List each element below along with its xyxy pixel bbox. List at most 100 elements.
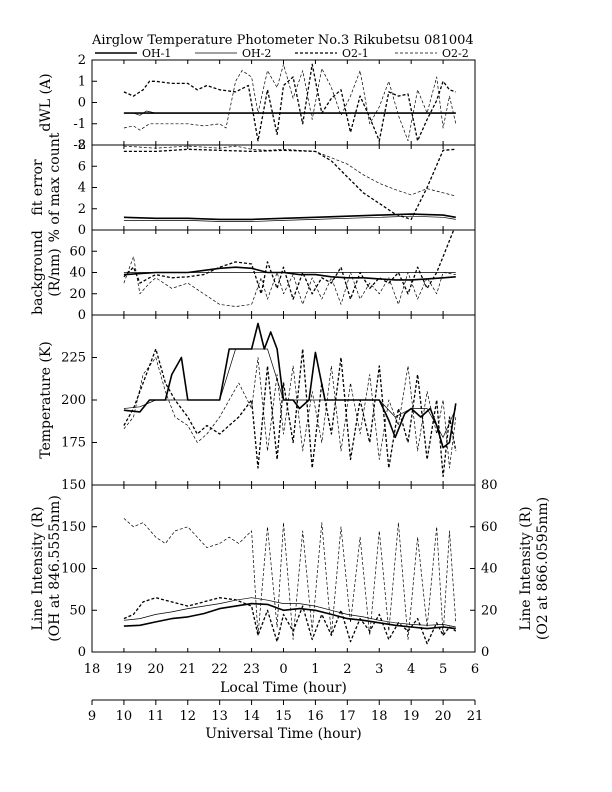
y-tick-label: 0 bbox=[78, 223, 86, 238]
y-axis-label: dWL (A) bbox=[38, 73, 54, 131]
series-dwl-oh-2 bbox=[123, 110, 456, 116]
x-local-tick-label: 20 bbox=[148, 662, 165, 677]
series-bg-o2-2 bbox=[123, 256, 456, 307]
series-temp-o2-2 bbox=[123, 357, 457, 469]
panel-bg: 60 40 20 0 background (R/nm) bbox=[30, 229, 476, 323]
series-fit-o2-1 bbox=[123, 148, 456, 221]
y-axis-label: fit error bbox=[30, 159, 46, 216]
ut-tick-label: 11 bbox=[148, 709, 165, 724]
ut-tick-label: 18 bbox=[371, 709, 388, 724]
y-right-tick-label: 40 bbox=[481, 562, 498, 577]
x-local-tick-label: 2 bbox=[343, 662, 351, 677]
y-tick-label: 200 bbox=[61, 393, 86, 408]
series-int-o2-2 bbox=[123, 518, 457, 640]
ut-tick-label: 13 bbox=[211, 709, 228, 724]
x-local-tick-label: 19 bbox=[116, 662, 133, 677]
y-tick-label: 40 bbox=[69, 266, 86, 281]
y-axis-label: Temperature (K) bbox=[38, 341, 54, 459]
y-right-axis-label: Line Intensity (R) bbox=[518, 506, 534, 630]
y-right-tick-label: 80 bbox=[481, 478, 498, 493]
y-right-tick-label: 20 bbox=[481, 603, 498, 618]
ut-tick-label: 21 bbox=[467, 709, 484, 724]
y-axis-label: (R/nm) bbox=[47, 248, 63, 296]
series-int-oh-2 bbox=[123, 597, 456, 628]
series-int-oh-1 bbox=[123, 602, 456, 630]
series-group bbox=[123, 518, 457, 645]
y-tick-label: 150 bbox=[61, 478, 86, 493]
x-local-tick-label: 3 bbox=[375, 662, 383, 677]
ut-axis-label: Universal Time (hour) bbox=[205, 726, 362, 742]
x-local-axis-label: Local Time (hour) bbox=[220, 680, 347, 696]
y-tick-label: 175 bbox=[61, 436, 86, 451]
x-local-tick-label: 6 bbox=[471, 662, 479, 677]
y-tick-label: 50 bbox=[69, 603, 86, 618]
x-local-tick-label: 0 bbox=[279, 662, 287, 677]
y-tick-label: -1 bbox=[73, 117, 86, 132]
ut-tick-label: 12 bbox=[179, 709, 196, 724]
series-fit-oh-2 bbox=[123, 215, 456, 222]
y-right-axis-label: (O2 at 866.0595nm) bbox=[535, 497, 551, 640]
series-dwl-o2-2 bbox=[123, 63, 457, 142]
y-tick-label: 0 bbox=[78, 308, 86, 323]
y-axis-label: % of max count bbox=[47, 132, 63, 242]
series-dwl-o2-1 bbox=[123, 63, 457, 142]
ut-tick-label: 19 bbox=[403, 709, 420, 724]
series-fit-oh-1 bbox=[123, 213, 456, 221]
series-group bbox=[123, 230, 456, 307]
y-tick-label: 6 bbox=[78, 159, 86, 174]
panel-fit: 8 6 4 2 0 fit error% of max count bbox=[30, 132, 476, 242]
panel-temp: 225 200 175 150 Temperature (K) bbox=[38, 314, 476, 493]
ut-tick-label: 16 bbox=[307, 709, 324, 724]
x-local-tick-label: 21 bbox=[179, 662, 196, 677]
x-local-tick-label: 5 bbox=[439, 662, 447, 677]
y-right-tick-label: 60 bbox=[481, 520, 498, 535]
legend: OH-1 OH-2 O2-1 O2-2 bbox=[95, 47, 469, 60]
x-local-tick-label: 1 bbox=[311, 662, 319, 677]
chart-title: Airglow Temperature Photometer No.3 Riku… bbox=[91, 33, 474, 48]
legend-label-oh-2: OH-2 bbox=[242, 47, 271, 60]
y-tick-label: 2 bbox=[78, 202, 86, 217]
series-int-o2-1 bbox=[123, 597, 457, 645]
y-tick-label: -2 bbox=[73, 138, 86, 153]
legend-label-oh-1: OH-1 bbox=[142, 47, 171, 60]
series-bg-o2-1 bbox=[123, 230, 455, 300]
series-group bbox=[123, 63, 457, 142]
x-local-tick-label: 23 bbox=[243, 662, 260, 677]
y-tick-label: 20 bbox=[69, 287, 86, 302]
y-tick-label: 2 bbox=[78, 53, 86, 68]
panel-dwl: 2 1 0 -1 -2 dWL (A) bbox=[38, 53, 476, 153]
y-tick-label: 4 bbox=[78, 181, 86, 196]
series-temp-oh-2 bbox=[123, 348, 457, 438]
y-tick-label: 150 bbox=[61, 520, 86, 535]
series-fit-o2-2 bbox=[123, 145, 456, 197]
y-axis-label: Line Intensity (R) bbox=[30, 506, 46, 630]
y-axis-label: (OH at 846.5555nm) bbox=[47, 495, 63, 642]
x-local-tick-label: 18 bbox=[84, 662, 101, 677]
panel-frame bbox=[91, 144, 476, 231]
x-local-tick-label: 4 bbox=[407, 662, 415, 677]
ut-tick-label: 17 bbox=[339, 709, 356, 724]
ut-tick-label: 15 bbox=[275, 709, 292, 724]
y-tick-label: 8 bbox=[78, 138, 86, 153]
x-local-tick-label: 22 bbox=[211, 662, 228, 677]
y-tick-label: 100 bbox=[61, 562, 86, 577]
y-tick-label: 0 bbox=[78, 96, 86, 111]
ut-tick-label: 9 bbox=[88, 709, 96, 724]
series-group bbox=[123, 145, 456, 222]
y-tick-label: 0 bbox=[78, 645, 86, 660]
series-temp-oh-1 bbox=[123, 322, 457, 449]
ut-tick-label: 14 bbox=[243, 709, 260, 724]
y-right-tick-label: 0 bbox=[481, 645, 489, 660]
y-axis-label: background bbox=[30, 230, 46, 315]
series-group bbox=[123, 322, 457, 478]
ut-tick-label: 20 bbox=[435, 709, 452, 724]
y-tick-label: 1 bbox=[78, 74, 86, 89]
series-temp-o2-1 bbox=[123, 348, 457, 478]
panel-frame bbox=[91, 59, 476, 146]
y-tick-label: 225 bbox=[61, 351, 86, 366]
legend-label-o2-1: O2-1 bbox=[342, 47, 369, 60]
